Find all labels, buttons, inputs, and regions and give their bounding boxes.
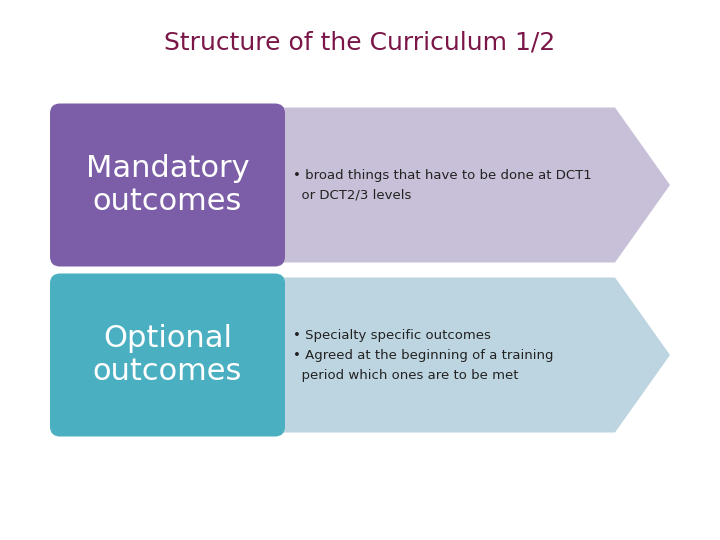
Text: Optional
outcomes: Optional outcomes xyxy=(93,323,242,386)
Text: • Specialty specific outcomes
• Agreed at the beginning of a training
  period w: • Specialty specific outcomes • Agreed a… xyxy=(293,328,554,381)
FancyBboxPatch shape xyxy=(50,104,285,267)
Polygon shape xyxy=(60,278,670,433)
Text: Structure of the Curriculum 1/2: Structure of the Curriculum 1/2 xyxy=(164,30,556,54)
FancyBboxPatch shape xyxy=(50,273,285,436)
Polygon shape xyxy=(60,107,670,262)
Text: Mandatory
outcomes: Mandatory outcomes xyxy=(86,154,249,217)
Text: • broad things that have to be done at DCT1
  or DCT2/3 levels: • broad things that have to be done at D… xyxy=(293,168,592,201)
